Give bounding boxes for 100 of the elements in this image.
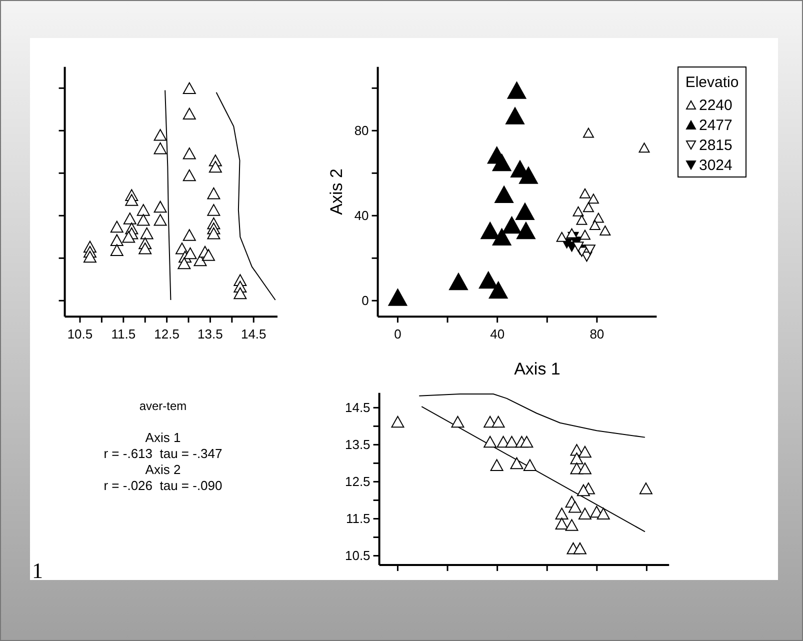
point [516, 222, 536, 240]
point [582, 202, 594, 212]
point [589, 220, 600, 230]
point [448, 272, 468, 290]
text: r = -.026 tau = -.090 [104, 478, 222, 493]
point [600, 226, 611, 236]
point [523, 459, 536, 471]
point [492, 154, 512, 172]
point [208, 160, 222, 173]
point [110, 244, 124, 256]
point [182, 82, 196, 94]
point [510, 457, 524, 470]
point [638, 142, 650, 153]
point [582, 128, 594, 138]
legend-title: Elevatio [685, 74, 739, 91]
point [555, 508, 568, 520]
point [570, 452, 584, 464]
x-tick-label: 80 [590, 326, 604, 342]
x-tick-label: 12.5 [154, 326, 180, 342]
y-tick-label: 13.5 [344, 437, 370, 452]
point [555, 518, 568, 530]
point [576, 484, 590, 496]
point [136, 204, 150, 216]
point [579, 230, 590, 240]
x-tick-label: 13.5 [198, 326, 223, 342]
point [578, 462, 592, 474]
y-tick-label: 11.5 [346, 511, 370, 526]
point [576, 214, 588, 225]
legend-label: 3024 [699, 157, 732, 174]
point [202, 249, 215, 261]
x-tick-label: 10.5 [67, 326, 93, 342]
point [125, 194, 138, 206]
point [490, 459, 504, 471]
point [110, 220, 124, 233]
line-series [418, 394, 646, 438]
point [518, 166, 538, 184]
point [182, 169, 196, 182]
point [596, 508, 610, 520]
y-tick-label: 10.5 [344, 548, 370, 564]
point [588, 194, 599, 204]
y-tick-label: 40 [354, 208, 369, 224]
point [83, 250, 96, 263]
point [578, 508, 592, 520]
y-tick-label: 0 [362, 293, 369, 308]
point [154, 214, 167, 226]
point [154, 129, 167, 141]
legend-label: 2815 [699, 137, 732, 154]
point [492, 416, 505, 428]
point [578, 446, 592, 458]
point [573, 542, 586, 554]
point [154, 142, 167, 154]
point [123, 212, 136, 224]
point [520, 436, 534, 448]
point [488, 281, 508, 299]
point [110, 234, 124, 246]
point [154, 200, 167, 213]
point [207, 204, 220, 216]
point [136, 214, 150, 226]
point [492, 228, 512, 246]
point [182, 108, 196, 120]
point [584, 244, 596, 255]
point [140, 227, 154, 240]
point [507, 82, 526, 99]
text: Axis 2 [145, 462, 181, 477]
point [556, 232, 568, 242]
point [515, 202, 534, 220]
point [207, 187, 220, 200]
point [182, 229, 196, 241]
point [579, 188, 590, 198]
x-tick-label: 40 [490, 326, 505, 342]
point [565, 519, 578, 531]
point [566, 228, 578, 238]
point [572, 242, 584, 252]
x-tick-label: 11.5 [111, 326, 136, 342]
text: 1 [32, 558, 43, 583]
point [494, 186, 514, 204]
point [182, 147, 196, 160]
point [184, 247, 197, 260]
point [391, 416, 404, 428]
point [484, 436, 497, 448]
x-axis-title: Axis 1 [514, 360, 560, 379]
point [480, 222, 500, 240]
point [122, 231, 136, 243]
y-axis-title: Axis 2 [326, 168, 346, 215]
legend-label: 2477 [699, 117, 732, 134]
point [478, 271, 498, 289]
text: aver-tem [139, 399, 187, 413]
point [592, 212, 604, 223]
y-tick-label: 14.5 [344, 400, 370, 416]
x-tick-label: 14.5 [240, 326, 266, 342]
point [568, 500, 582, 513]
text: r = -.613 tau = -.347 [104, 446, 222, 461]
point [639, 482, 652, 494]
point [505, 436, 518, 448]
point [506, 107, 525, 124]
point [234, 287, 247, 300]
point [178, 257, 191, 270]
x-tick-label: 0 [394, 326, 402, 342]
y-tick-label: 80 [354, 123, 369, 138]
point [138, 242, 152, 254]
